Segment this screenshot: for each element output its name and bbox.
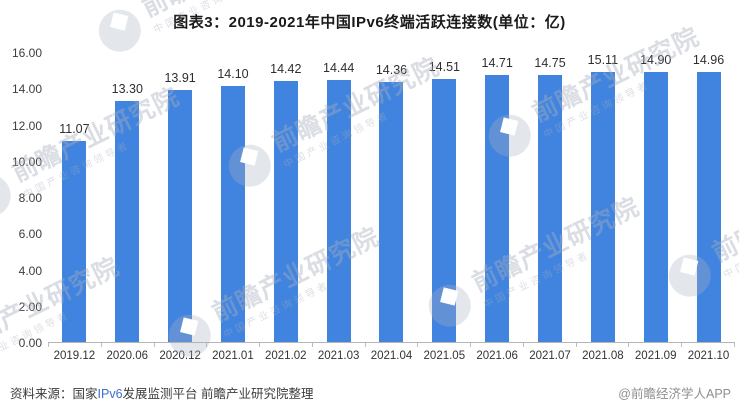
- axis-tick: [48, 343, 102, 347]
- axis-tick: [418, 343, 472, 347]
- bar-value-label: 14.51: [428, 60, 460, 74]
- x-axis-label: 2020.12: [159, 350, 201, 362]
- y-axis-label: 6.00: [18, 227, 42, 242]
- y-axis-label: 0.00: [18, 336, 42, 350]
- axis-tick: [524, 343, 577, 347]
- bar-cell: 13.91: [154, 53, 207, 342]
- bar-cell: 14.10: [207, 53, 260, 342]
- chart-footer: 资料来源：国家IPv6发展监测平台 前瞻产业研究院整理 @前瞻经济学人APP: [10, 383, 731, 402]
- axis-tick: [155, 343, 208, 347]
- axis-tick: [366, 343, 419, 347]
- bar-value-label: 11.07: [59, 122, 90, 137]
- source-prefix: 资料来源：国家: [10, 387, 98, 401]
- bar: [168, 89, 193, 342]
- source-suffix: 发展监测平台 前瞻产业研究院整理: [122, 387, 314, 401]
- x-axis-ticks: [48, 343, 735, 347]
- axis-tick: [682, 343, 735, 347]
- x-axis-label: 2021.09: [634, 350, 677, 362]
- bar: [643, 72, 668, 342]
- x-axis-label: 2021.06: [476, 350, 518, 362]
- axis-tick: [313, 343, 366, 347]
- x-axis-labels: 2019.12 2020.06 2020.12 2021.01 2021.02 2021.…: [48, 347, 735, 362]
- y-axis-label: 2.00: [18, 299, 42, 314]
- y-axis-label: 10.00: [11, 154, 42, 169]
- x-axis-label: 2021.02: [265, 350, 307, 362]
- bar-value-label: 14.90: [640, 53, 672, 67]
- bar-value-label: 13.91: [164, 70, 196, 85]
- x-axis-label: 2021.05: [423, 350, 466, 362]
- bar-value-label: 14.36: [375, 62, 408, 77]
- x-axis-label: 2019.12: [53, 350, 96, 362]
- bar-cell: 14.71: [471, 53, 524, 342]
- axis-tick: [260, 343, 313, 347]
- x-axis-label: 2021.03: [317, 350, 360, 362]
- bar: [220, 86, 245, 342]
- axis-tick: [577, 343, 630, 347]
- bar-value-label: 14.75: [534, 55, 566, 70]
- x-axis-label: 2021.10: [687, 350, 730, 362]
- bar-chart: 16.00 14.00 12.00 10.00 8.00 6.00 4.00 2.00 0.00…: [0, 46, 739, 362]
- bar: [485, 75, 510, 342]
- y-axis-label: 8.00: [18, 191, 42, 205]
- x-axis-label: 2021.04: [370, 350, 413, 362]
- bar: [590, 72, 615, 342]
- y-axis-label: 14.00: [11, 82, 42, 97]
- y-axis-label: 12.00: [11, 118, 42, 133]
- bar: [696, 72, 721, 342]
- brand-credit: @前瞻经济学人APP: [618, 387, 731, 401]
- y-axis: 16.00 14.00 12.00 10.00 8.00 6.00 4.00 2.00 0.00: [0, 46, 42, 350]
- bar: [115, 100, 140, 342]
- bar-value-label: 14.44: [323, 61, 355, 76]
- chart-title: 图表3：2019-2021年中国IPv6终端活跃连接数(单位：亿): [173, 14, 566, 31]
- axis-tick: [207, 343, 261, 347]
- bar-cell: 14.36: [365, 53, 418, 342]
- bar-value-label: 14.71: [481, 56, 513, 71]
- bar-value-label: 14.96: [692, 53, 725, 67]
- plot-area: 11.07 13.30 13.91 14.10 14.42 14.44 14.36 14.51…: [48, 53, 735, 343]
- bar: [432, 79, 457, 342]
- bar-cell: 14.51: [418, 53, 471, 342]
- bar: [326, 80, 351, 342]
- bar-value-label: 15.11: [587, 53, 619, 67]
- axis-tick: [629, 343, 683, 347]
- bar-cell: 14.42: [259, 53, 312, 342]
- bar: [273, 80, 298, 342]
- bar-cell: 15.11: [576, 53, 629, 342]
- ipv6-link[interactable]: IPv6: [97, 387, 123, 401]
- bar-cell: 14.44: [312, 53, 365, 342]
- axis-tick: [471, 343, 524, 347]
- bar: [379, 81, 404, 342]
- source-note: 资料来源：国家IPv6发展监测平台 前瞻产业研究院整理: [10, 383, 314, 402]
- bar-cell: 14.96: [682, 53, 735, 342]
- x-axis-label: 2021.07: [529, 350, 571, 362]
- bar-value-label: 14.10: [217, 67, 249, 82]
- x-axis-label: 2021.01: [212, 350, 254, 362]
- y-axis-label: 16.00: [11, 46, 42, 60]
- bar-cell: 14.75: [524, 53, 577, 342]
- bar: [538, 74, 563, 342]
- x-axis-label: 2020.06: [106, 350, 149, 362]
- bar-cell: 13.30: [101, 53, 154, 342]
- bar-value-label: 14.42: [270, 61, 302, 76]
- x-axis-label: 2021.08: [582, 350, 624, 362]
- bar-cell: 14.90: [629, 53, 682, 342]
- bar-value-label: 13.30: [111, 81, 143, 96]
- bar-cell: 11.07: [48, 53, 101, 342]
- axis-tick: [102, 343, 155, 347]
- y-axis-label: 4.00: [18, 263, 42, 278]
- bar: [62, 141, 87, 342]
